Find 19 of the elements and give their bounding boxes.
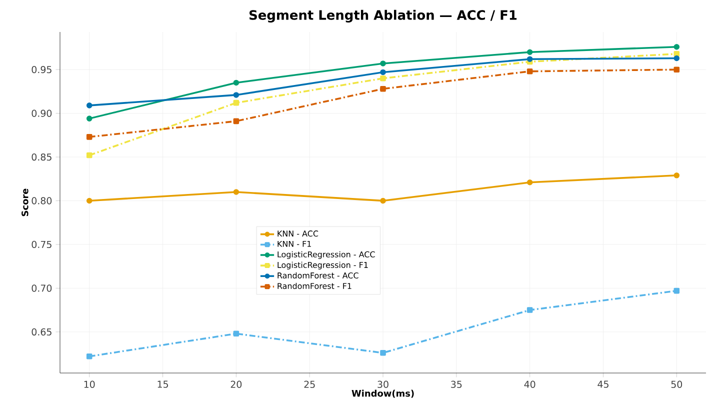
x-tick-label: 40 (524, 380, 536, 388)
y-tick-label: 0.90 (32, 110, 52, 117)
y-axis-title: Score (22, 188, 28, 216)
y-tick-label: 0.70 (32, 284, 52, 292)
y-tick-label: 0.80 (32, 197, 52, 204)
x-tick-label: 45 (598, 380, 608, 388)
y-tick-label: 0.75 (32, 240, 52, 248)
x-tick-label: 35 (451, 380, 462, 388)
x-axis-title: Window(ms) (352, 390, 414, 398)
x-tick-label: 50 (671, 380, 682, 388)
x-tick-label: 20 (230, 380, 242, 388)
x-tick-label: 10 (84, 380, 95, 388)
y-tick-label: 0.95 (32, 66, 52, 74)
x-tick-label: 30 (378, 380, 388, 388)
y-tick-label: 0.85 (32, 153, 52, 161)
y-tick-label: 0.65 (32, 328, 52, 336)
chart-title: Segment Length Ablation — ACC / F1 (250, 10, 517, 23)
x-tick-label: 25 (304, 380, 315, 388)
x-tick-label: 15 (158, 380, 168, 388)
